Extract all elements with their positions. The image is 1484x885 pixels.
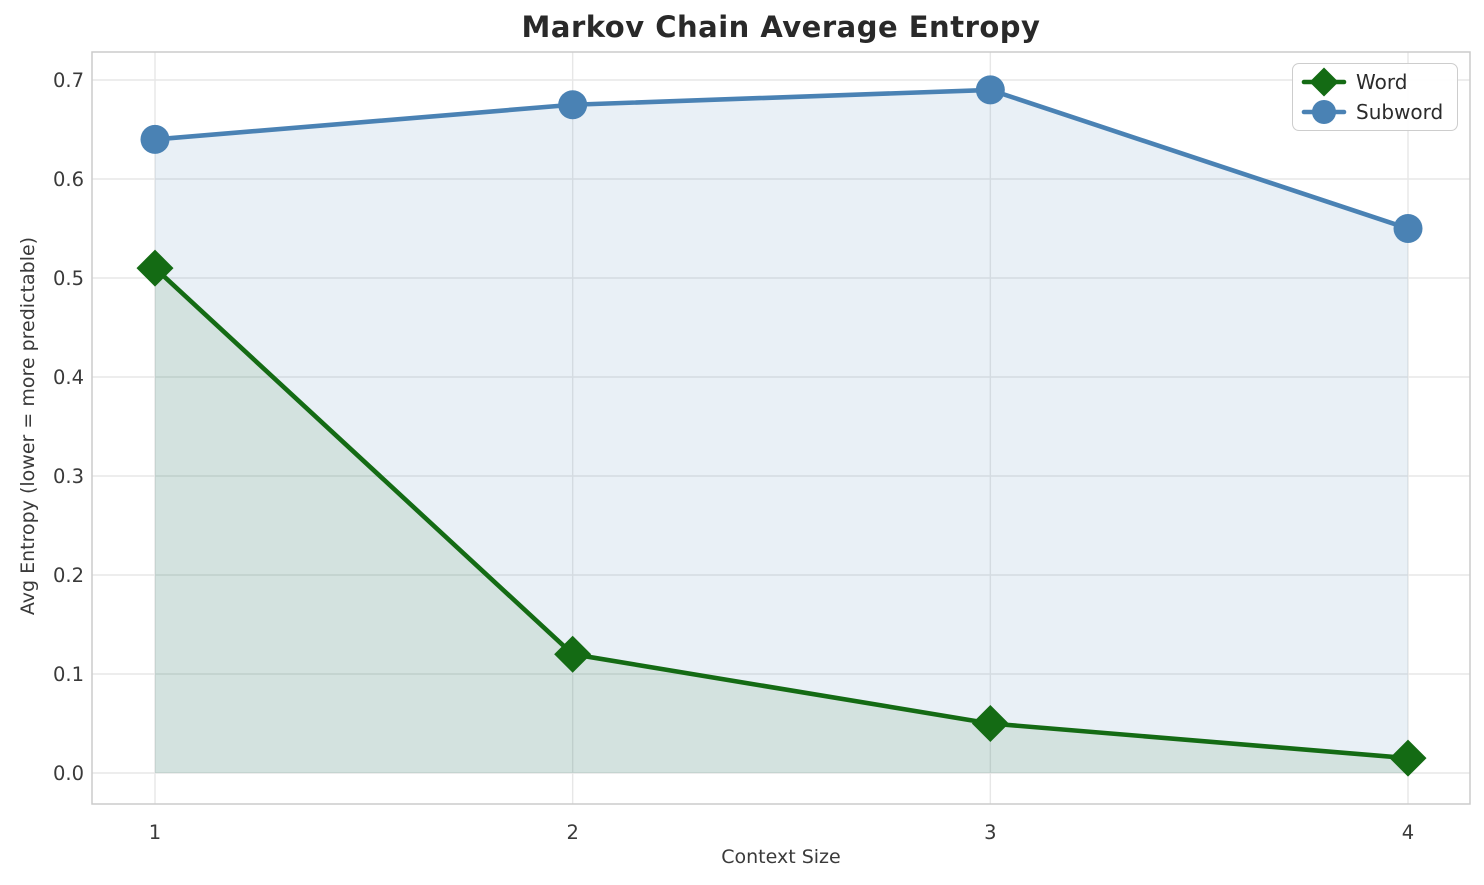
y-tick-label: 0.1 [53, 663, 84, 686]
subword-legend-marker-icon [1301, 100, 1347, 125]
x-tick-label: 4 [1402, 821, 1414, 844]
word-marker [554, 635, 592, 673]
y-tick-label: 0.3 [53, 465, 84, 488]
x-tick-label: 1 [149, 821, 161, 844]
legend-item-word: Word [1301, 67, 1449, 97]
y-tick-label: 0.5 [53, 267, 84, 290]
legend: Word Subword [1292, 63, 1458, 131]
y-tick-label: 0.0 [53, 762, 84, 785]
x-axis-label: Context Size [721, 846, 841, 868]
subword-marker [140, 124, 170, 154]
word-line [152, 265, 1411, 761]
word-marker [1389, 739, 1427, 777]
subword-marker [1393, 214, 1423, 243]
plot-border [91, 51, 1471, 805]
y-tick-label: 0.2 [53, 564, 84, 587]
y-axis-label: Avg Entropy (lower = more predictable) [17, 236, 39, 616]
legend-label: Subword [1356, 100, 1444, 125]
word-area [155, 268, 1409, 773]
x-tick-label: 2 [566, 821, 578, 844]
y-tick-label: 0.6 [53, 168, 84, 191]
subword-marker [975, 75, 1005, 105]
y-tick-label: 0.4 [53, 366, 84, 389]
subword-area [155, 89, 1409, 773]
y-tick-label: 0.7 [53, 69, 84, 92]
x-tick-label: 3 [984, 821, 996, 844]
chart-title: Markov Chain Average Entropy [521, 10, 1041, 44]
legend-item-subword: Subword [1301, 97, 1449, 127]
subword-line [152, 87, 1411, 231]
legend-label: Word [1356, 69, 1408, 94]
subword-marker [558, 90, 588, 120]
word-marker [971, 705, 1009, 742]
word-legend-marker-icon [1301, 67, 1347, 97]
word-marker [136, 249, 174, 287]
